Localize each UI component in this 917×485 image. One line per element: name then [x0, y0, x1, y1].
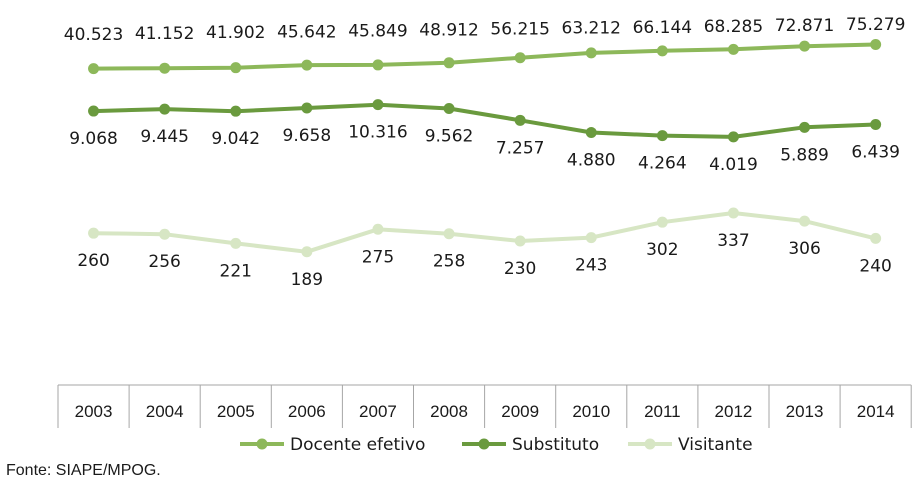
x-tick-label: 2009 — [501, 402, 539, 421]
data-label: 189 — [291, 270, 323, 290]
legend-swatch-marker — [478, 438, 490, 450]
x-tick-label: 2007 — [359, 402, 397, 421]
x-tick-label: 2010 — [572, 402, 610, 421]
data-point — [656, 216, 668, 228]
data-label: 72.871 — [775, 16, 834, 36]
legend-swatch-marker — [256, 438, 268, 450]
data-point — [159, 228, 171, 240]
data-point — [443, 57, 455, 69]
data-point — [799, 121, 811, 133]
x-tick-label: 2008 — [430, 402, 468, 421]
data-label: 75.279 — [846, 15, 905, 35]
data-label: 4.019 — [709, 155, 758, 175]
data-label: 221 — [220, 261, 252, 281]
data-label: 9.042 — [211, 129, 260, 149]
data-label: 63.212 — [562, 19, 621, 39]
x-tick-label: 2012 — [715, 402, 753, 421]
data-point — [88, 105, 100, 117]
data-label: 41.902 — [206, 23, 265, 43]
data-point — [799, 40, 811, 52]
data-label: 258 — [433, 252, 465, 272]
data-point — [514, 52, 526, 64]
data-label: 9.068 — [69, 129, 118, 149]
data-label: 243 — [575, 256, 607, 276]
data-label: 240 — [859, 256, 891, 276]
data-label: 68.285 — [704, 17, 763, 37]
data-point — [514, 114, 526, 126]
x-tick-label: 2014 — [857, 402, 895, 421]
data-label: 5.889 — [780, 145, 829, 165]
data-point — [443, 228, 455, 240]
series-line — [93, 102, 876, 139]
data-label: 275 — [362, 247, 394, 267]
data-label: 230 — [504, 259, 536, 279]
data-label: 7.257 — [496, 138, 545, 158]
data-point — [230, 237, 242, 249]
data-point — [727, 131, 739, 143]
data-point — [159, 103, 171, 115]
data-label: 10.316 — [348, 123, 407, 143]
data-point — [230, 105, 242, 117]
source-note: Fonte: SIAPE/MPOG. — [6, 462, 161, 479]
data-point — [870, 232, 882, 244]
data-label: 45.849 — [348, 21, 407, 41]
data-label: 256 — [148, 252, 180, 272]
data-label: 48.912 — [419, 21, 478, 41]
data-label: 40.523 — [64, 25, 123, 45]
data-label: 9.658 — [283, 126, 332, 146]
data-point — [514, 235, 526, 247]
data-point — [799, 215, 811, 227]
data-point — [656, 45, 668, 57]
legend-label: Docente efetivo — [290, 435, 425, 455]
data-label: 260 — [77, 251, 109, 271]
x-tick-label: 2006 — [288, 402, 326, 421]
legend-label: Visitante — [678, 435, 753, 455]
data-label: 306 — [788, 239, 820, 259]
data-point — [88, 227, 100, 239]
legend-swatch-marker — [644, 438, 656, 450]
series-line — [93, 42, 876, 71]
series-line — [93, 211, 877, 254]
data-label: 4.880 — [567, 150, 616, 170]
x-tick-label: 2003 — [75, 402, 113, 421]
data-point — [585, 126, 597, 138]
data-label: 45.642 — [277, 22, 336, 42]
data-point — [585, 47, 597, 59]
data-point — [656, 130, 668, 142]
data-label: 302 — [646, 240, 678, 260]
data-label: 9.445 — [140, 127, 189, 147]
data-point — [301, 246, 313, 258]
data-label: 9.562 — [425, 127, 474, 147]
data-point — [727, 207, 739, 219]
data-point — [301, 102, 313, 114]
data-point — [585, 232, 597, 244]
data-label: 56.215 — [490, 20, 549, 40]
data-point — [727, 43, 739, 55]
data-point — [372, 99, 384, 111]
data-point — [88, 63, 100, 75]
data-point — [372, 223, 384, 235]
data-point — [230, 62, 242, 74]
data-point — [301, 59, 313, 71]
data-label: 337 — [717, 231, 749, 251]
data-label: 6.439 — [851, 143, 900, 163]
data-label: 41.152 — [135, 24, 194, 44]
data-label: 66.144 — [633, 18, 692, 38]
data-point — [870, 38, 882, 50]
data-point — [372, 59, 384, 71]
x-tick-label: 2013 — [786, 402, 824, 421]
data-point — [159, 62, 171, 74]
x-tick-label: 2011 — [644, 402, 681, 421]
data-point — [443, 103, 455, 115]
data-label: 4.264 — [638, 154, 687, 174]
x-tick-label: 2004 — [146, 402, 184, 421]
data-point — [870, 119, 882, 131]
legend-label: Substituto — [512, 435, 599, 455]
x-tick-label: 2005 — [217, 402, 255, 421]
